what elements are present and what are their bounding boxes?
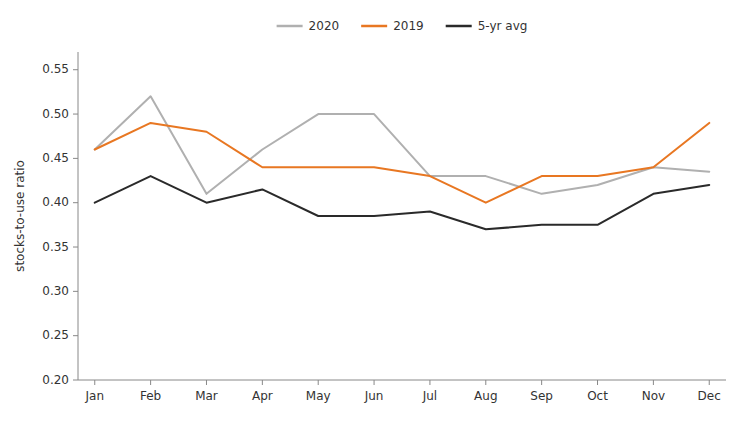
x-tick bbox=[709, 380, 710, 385]
legend-swatch bbox=[446, 25, 472, 28]
y-tick-label: 0.45 bbox=[42, 151, 69, 165]
series-line bbox=[95, 123, 709, 203]
x-tick bbox=[150, 380, 151, 385]
y-axis-label: stocks-to-use ratio bbox=[13, 160, 27, 272]
legend-item: 2020 bbox=[277, 19, 340, 33]
x-tick-label: Jan bbox=[85, 389, 105, 403]
y-tick-label: 0.55 bbox=[42, 62, 69, 76]
y-tick-label: 0.50 bbox=[42, 107, 69, 121]
x-tick-label: Jun bbox=[364, 389, 384, 403]
x-tick-label: Dec bbox=[698, 389, 721, 403]
y-tick bbox=[73, 380, 78, 381]
x-tick bbox=[262, 380, 263, 385]
legend: 2020 2019 5-yr avg bbox=[277, 19, 528, 33]
x-tick-label: Feb bbox=[140, 389, 161, 403]
y-axis: 0.20 0.25 0.30 0.35 0.40 0.45 0.50 0.55 bbox=[42, 52, 78, 387]
legend-item: 2019 bbox=[361, 19, 424, 33]
x-tick bbox=[653, 380, 654, 385]
y-tick-label: 0.25 bbox=[42, 328, 69, 342]
y-tick-label: 0.40 bbox=[42, 195, 69, 209]
y-axis-line bbox=[78, 52, 79, 380]
x-tick-label: Oct bbox=[587, 389, 608, 403]
x-tick bbox=[94, 380, 95, 385]
x-tick-label: Aug bbox=[474, 389, 497, 403]
x-tick bbox=[541, 380, 542, 385]
plot-area bbox=[95, 96, 709, 229]
x-tick-label: Apr bbox=[252, 389, 273, 403]
y-tick bbox=[73, 335, 78, 336]
y-tick bbox=[73, 114, 78, 115]
y-tick bbox=[73, 247, 78, 248]
series-line bbox=[95, 96, 709, 194]
y-tick-label: 0.35 bbox=[42, 240, 69, 254]
series-line bbox=[95, 176, 709, 229]
y-tick bbox=[73, 158, 78, 159]
x-tick bbox=[485, 380, 486, 385]
legend-label: 5-yr avg bbox=[478, 19, 528, 33]
x-tick-label: Nov bbox=[642, 389, 665, 403]
x-axis-line bbox=[78, 380, 726, 381]
y-tick-label: 0.30 bbox=[42, 284, 69, 298]
x-tick bbox=[429, 380, 430, 385]
legend-item: 5-yr avg bbox=[446, 19, 528, 33]
chart: 0.20 0.25 0.30 0.35 0.40 0.45 0.50 0.55 stocks-t… bbox=[0, 0, 750, 422]
y-tick bbox=[73, 202, 78, 203]
y-tick bbox=[73, 69, 78, 70]
x-tick-label: Mar bbox=[195, 389, 218, 403]
x-tick bbox=[374, 380, 375, 385]
legend-swatch bbox=[361, 25, 387, 28]
y-tick bbox=[73, 291, 78, 292]
x-tick bbox=[318, 380, 319, 385]
x-axis: Jan Feb Mar Apr May Jun Jul Aug Sep Oct Nov Dec bbox=[78, 380, 726, 403]
legend-label: 2019 bbox=[393, 19, 424, 33]
x-tick-label: May bbox=[306, 389, 331, 403]
legend-label: 2020 bbox=[309, 19, 340, 33]
x-tick-label: Sep bbox=[530, 389, 553, 403]
legend-swatch bbox=[277, 25, 303, 28]
x-tick-label: Jul bbox=[422, 389, 437, 403]
x-tick bbox=[206, 380, 207, 385]
x-tick bbox=[597, 380, 598, 385]
y-tick-label: 0.20 bbox=[42, 373, 69, 387]
